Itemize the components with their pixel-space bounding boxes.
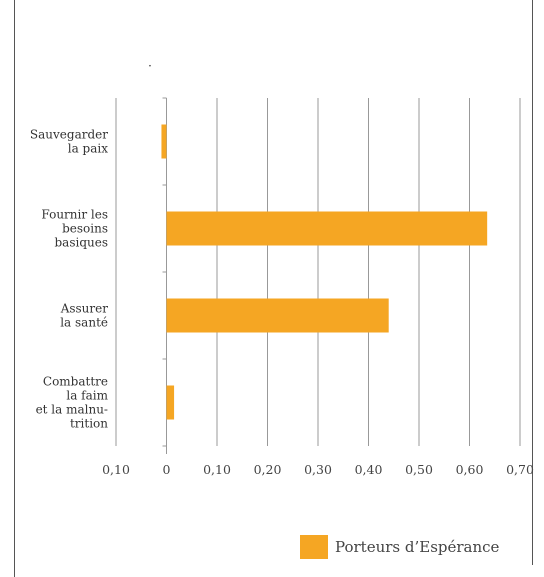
- left-border-line: [14, 0, 15, 577]
- x-tick-labels: 0,10 0 0,10 0,20 0,30 0,40 0,50 0,60 0,70: [102, 462, 534, 477]
- category-label: la santé: [60, 316, 108, 330]
- bar: [166, 385, 175, 420]
- x-tick-label: 0: [163, 462, 171, 477]
- x-tick-label: 0,50: [405, 462, 433, 477]
- category-label: besoins: [62, 222, 108, 236]
- stray-mark: ·: [148, 58, 152, 73]
- bar: [161, 124, 167, 159]
- legend-swatch: [300, 535, 328, 559]
- category-label: Sauvegarder: [30, 128, 108, 142]
- category-label: la faim: [66, 389, 108, 403]
- x-tick-label: 0,10: [203, 462, 231, 477]
- category-label: basiques: [54, 236, 108, 250]
- right-border-line: [532, 0, 533, 565]
- category-label: la paix: [68, 142, 108, 156]
- bars: [161, 124, 488, 420]
- legend: Porteurs d’Espérance: [300, 533, 499, 561]
- category-label: Combattre: [43, 375, 108, 389]
- bar: [166, 211, 488, 246]
- legend-label: Porteurs d’Espérance: [335, 538, 500, 556]
- gridlines: [115, 98, 521, 446]
- category-label: Fournir les: [41, 208, 108, 222]
- x-tick-label: 0,40: [355, 462, 383, 477]
- category-label: et la malnu-: [36, 403, 108, 417]
- x-tick-label: 0,60: [456, 462, 484, 477]
- category-label: Assurer: [60, 302, 109, 316]
- x-tick-label: 0,30: [304, 462, 332, 477]
- x-tick-label: 0,70: [506, 462, 534, 477]
- x-tick-label: 0,20: [254, 462, 282, 477]
- bar: [166, 298, 389, 333]
- x-tick-label: 0,10: [102, 462, 130, 477]
- category-label: trition: [70, 417, 108, 431]
